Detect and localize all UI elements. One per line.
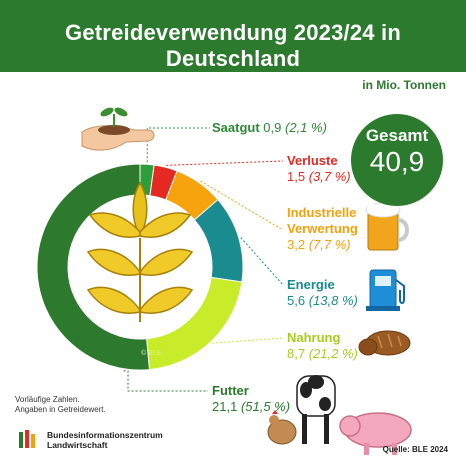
fuel-pump-icon [366, 269, 405, 311]
label-industrie-value: 3,2 [287, 237, 306, 252]
total-label: Gesamt [365, 126, 429, 145]
leader-line-saatgut [146, 127, 210, 163]
label-nahrung-name: Nahrung [287, 330, 341, 345]
label-energie-value: 5,6 [287, 293, 306, 308]
label-verluste-name: Verluste [287, 153, 338, 168]
leader-line-verluste [166, 160, 284, 166]
source-label: Quelle: BLE 2024 [382, 445, 448, 454]
leader-line-futter [123, 370, 208, 392]
label-nahrung: Nahrung 8,7 (21,2 %) [287, 330, 358, 362]
sprout-hand-icon [81, 107, 155, 151]
label-saatgut-name: Saatgut [212, 120, 260, 135]
footnote: Vorläufige Zahlen. Angaben in Getreidewe… [15, 395, 106, 415]
unit-label: in Mio. Tonnen [362, 78, 446, 92]
label-energie: Energie 5,6 (13,8 %) [287, 277, 358, 309]
label-nahrung-percent: (21,2 %) [308, 346, 358, 361]
bread-icon [358, 330, 411, 356]
label-industrie-name-line1: Industrielle [287, 205, 357, 220]
brand-name: Bundesinformationszentrum Landwirtschaft [47, 430, 163, 450]
footnote-line1: Vorläufige Zahlen. [15, 395, 80, 404]
label-industrie-name-line2: Verwertung [287, 221, 358, 236]
label-futter-percent: (51,5 %) [240, 399, 291, 414]
footnote-line2: Angaben in Getreidewert. [15, 405, 106, 414]
label-verluste-value: 1,5 [287, 169, 306, 184]
wheat-ear-icon [86, 181, 194, 322]
label-energie-name: Energie [287, 277, 335, 292]
donut-chart [36, 163, 244, 371]
total-value: 40,9 [369, 146, 425, 177]
label-futter: Futter 21,1 (51,5 %) [212, 383, 290, 415]
brand-line1: Bundesinformationszentrum [47, 430, 163, 440]
label-verluste: Verluste 1,5 (3,7 %) [287, 153, 351, 185]
page-title: Getreideverwendung 2023/24 in Deutschlan… [65, 20, 401, 71]
ble-logo-icon [17, 428, 39, 450]
brand-line2: Landwirtschaft [47, 440, 108, 450]
label-industrie-percent: (7,7 %) [308, 237, 351, 252]
leader-line-energie [240, 237, 284, 286]
label-futter-value: 21,1 [212, 399, 238, 414]
label-futter-name: Futter [212, 383, 249, 398]
farm-animals-icon [267, 375, 412, 455]
leader-line-nahrung [212, 337, 284, 344]
label-saatgut-value: 0,9 [263, 120, 282, 135]
slice-futter [36, 163, 151, 371]
beer-mug-icon [365, 202, 409, 251]
label-saatgut-percent: (2,1 %) [285, 120, 327, 135]
label-nahrung-value: 8,7 [287, 346, 306, 361]
label-saatgut: Saatgut 0,9 (2,1 %) [212, 120, 327, 136]
label-energie-percent: (13,8 %) [308, 293, 358, 308]
label-industrielle-verwertung: Industrielle Verwertung 3,2 (7,7 %) [287, 205, 358, 253]
copyright-label: © BLE [141, 350, 162, 357]
label-verluste-percent: (3,7 %) [308, 169, 351, 184]
leader-lines [123, 127, 284, 392]
header-bar: Getreideverwendung 2023/24 in Deutschlan… [0, 0, 466, 72]
total-badge: Gesamt 40,9 [351, 114, 443, 206]
